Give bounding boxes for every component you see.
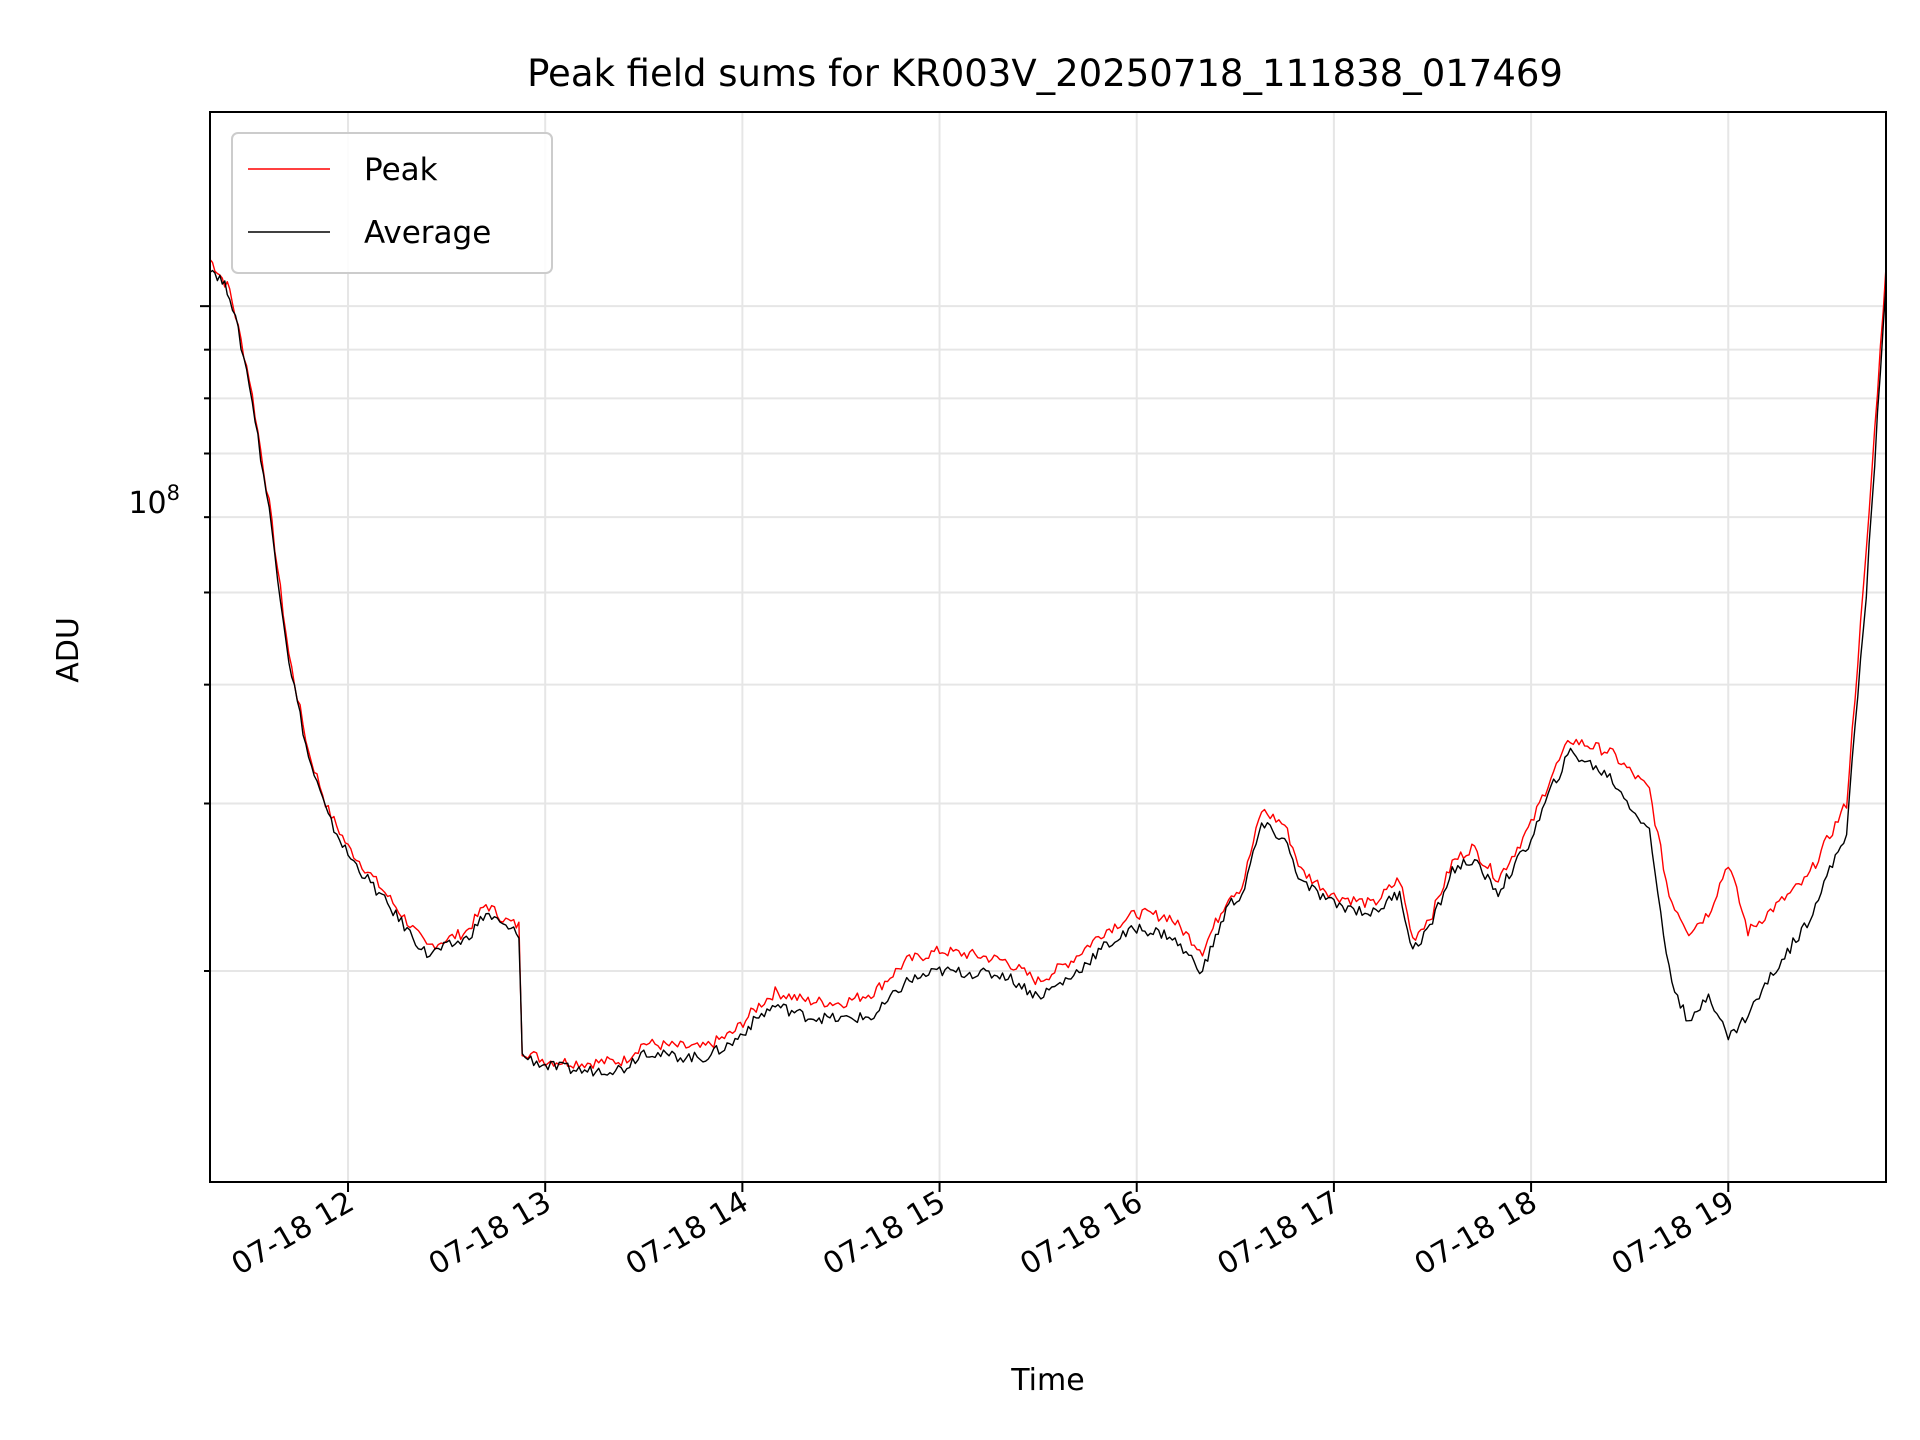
legend-box [231, 132, 553, 274]
x-axis-label: Time [1010, 1363, 1084, 1398]
grid [210, 112, 1886, 1182]
y-tick-exponent: 8 [167, 481, 180, 505]
plot-series [209, 258, 1887, 1077]
series-line-average [209, 269, 1887, 1077]
y-major-tick-label: 108 [128, 481, 180, 521]
legend-label-average: Average [364, 215, 491, 251]
y-tick-base: 10 [128, 486, 166, 521]
chart-title: Peak field sums for KR003V_20250718_1118… [527, 52, 1563, 95]
series-line-peak [209, 258, 1887, 1069]
legend-label-peak: Peak [364, 152, 438, 188]
y-axis-label: ADU [51, 617, 86, 683]
y-axis-ticks [200, 305, 210, 972]
plot-frame [209, 111, 1887, 1183]
legend: Peak Average [231, 132, 553, 274]
